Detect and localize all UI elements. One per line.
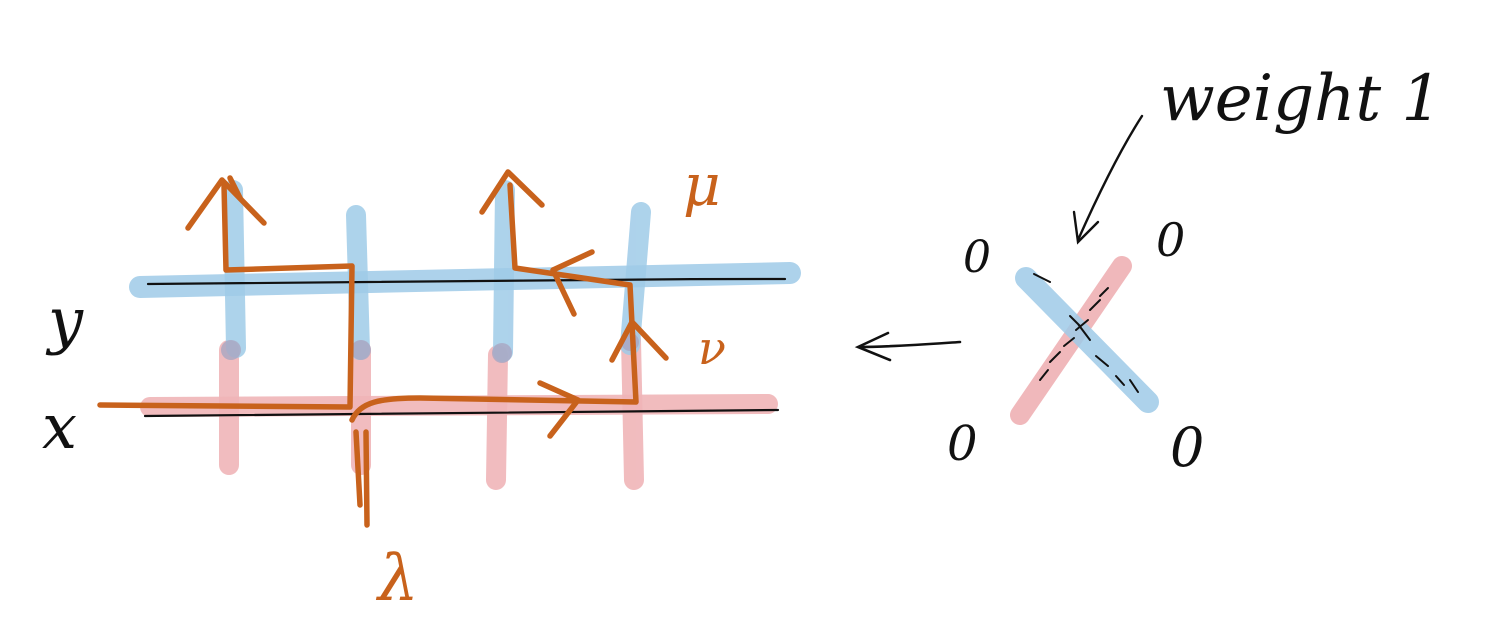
y-label: y (45, 284, 84, 357)
orange-path (97, 169, 669, 528)
transition-arrow-head (854, 331, 892, 362)
weight-pointer-arrow (1072, 114, 1144, 245)
vertex-blue-line (1015, 267, 1159, 413)
x-black-line (143, 408, 780, 418)
weight-bottom-right: 0 (1170, 416, 1204, 479)
vertex-dash-1 (1033, 273, 1051, 283)
vertex-weight-labels: 0 0 0 0 (947, 213, 1204, 479)
y-black-line (146, 277, 787, 286)
orange-arrow-up-2 (479, 169, 545, 215)
junction-dot-1 (221, 340, 241, 360)
lambda-label: λ (375, 542, 419, 616)
orange-path-main (97, 182, 355, 410)
orange-path-right (349, 182, 639, 423)
orange-arrow-up-1b (227, 175, 243, 201)
transition-arrow (854, 331, 962, 362)
junction-dots (221, 333, 639, 363)
weight-pointer-head (1072, 210, 1100, 245)
vertex: 0 0 0 0 weight 1 (947, 62, 1442, 479)
nu-label: ν (698, 321, 726, 375)
weight-bottom-left: 0 (947, 416, 978, 472)
orange-arrow-up-nu (609, 319, 669, 363)
junction-dot-3 (492, 343, 512, 363)
vertex-dash-4 (1069, 315, 1091, 341)
vertex-dash-2 (1095, 355, 1139, 393)
axis-labels: y x (42, 284, 84, 463)
vertex-dash-3 (1039, 287, 1109, 381)
transition-arrow-shaft (858, 340, 962, 349)
orange-arrow-left (550, 249, 595, 317)
junction-dot-2 (351, 340, 371, 360)
blue-horizontal-line (129, 262, 801, 298)
weight-top-left: 0 (963, 232, 991, 283)
orange-labels: μ ν λ (375, 151, 726, 616)
x-label: x (42, 390, 77, 463)
orange-path-lambda (353, 429, 370, 528)
lattice: μ ν λ y x (42, 151, 801, 616)
vertex-dashes (1033, 273, 1139, 393)
mu-label: μ (683, 151, 721, 219)
weight-top-right: 0 (1156, 213, 1185, 267)
red-vertical-3 (486, 345, 508, 490)
orange-arrow-right (537, 380, 581, 439)
weight-pointer-shaft (1076, 114, 1144, 242)
weight-annotation: weight 1 (1160, 62, 1442, 136)
orange-arrow-up-1 (185, 177, 267, 231)
